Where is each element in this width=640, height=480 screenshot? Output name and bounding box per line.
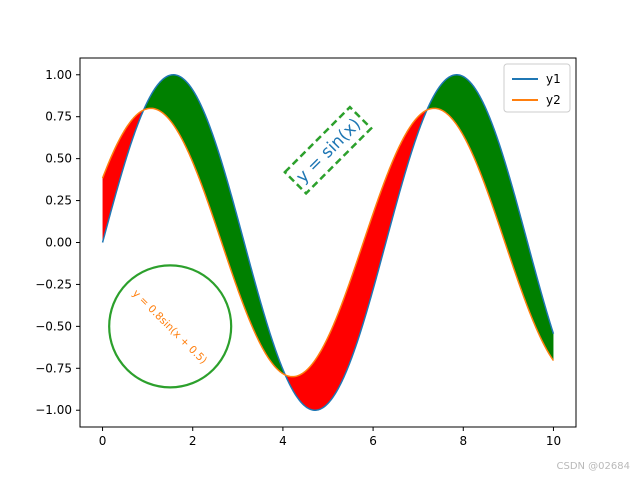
series-lines — [101, 74, 555, 411]
fill-y1-above-3 — [427, 74, 554, 361]
legend-label-y2: y2 — [546, 93, 561, 107]
x-tick-label: 4 — [279, 434, 287, 448]
fill-between-regions — [102, 74, 554, 411]
y-tick-label: 1.00 — [45, 68, 72, 82]
y-axis-ticks: 1.00 0.75 0.50 0.25 0.00 −0.25 −0.50 −0.75 −1.00 — [35, 68, 80, 417]
y-tick-label: −0.25 — [35, 277, 72, 291]
annotation-sin-text: y = sin(x) — [292, 115, 365, 188]
y-tick-label: −0.50 — [35, 319, 72, 333]
x-tick-label: 2 — [189, 434, 197, 448]
series-line-y1 — [101, 74, 555, 411]
fill-y2-above-2 — [285, 110, 427, 411]
x-tick-label: 8 — [459, 434, 467, 448]
fill-y1-above-1 — [144, 74, 286, 375]
y-tick-label: 0.00 — [45, 236, 72, 250]
x-axis-ticks: 0 2 4 6 8 10 — [99, 427, 561, 448]
fill-y2-above-0 — [102, 110, 144, 243]
legend-label-y1: y1 — [546, 72, 561, 86]
y-tick-label: 0.75 — [45, 110, 72, 124]
annotation-sin-label: y = sin(x) — [283, 105, 373, 196]
annotation-box — [283, 105, 373, 196]
x-tick-label: 10 — [546, 434, 561, 448]
series-line-y2 — [101, 107, 555, 378]
annotation-sin-shift-text: y = 0.8sin(x + 0.5) — [130, 287, 209, 366]
x-tick-label: 6 — [369, 434, 377, 448]
y-tick-label: 0.25 — [45, 194, 72, 208]
y-tick-label: 0.50 — [45, 152, 72, 166]
annotation-circle — [108, 264, 233, 389]
watermark: CSDN @02684 — [556, 461, 630, 472]
x-tick-label: 0 — [99, 434, 107, 448]
y-tick-label: −0.75 — [35, 361, 72, 375]
y-tick-label: −1.00 — [35, 403, 72, 417]
legend: y1 y2 — [503, 63, 571, 113]
